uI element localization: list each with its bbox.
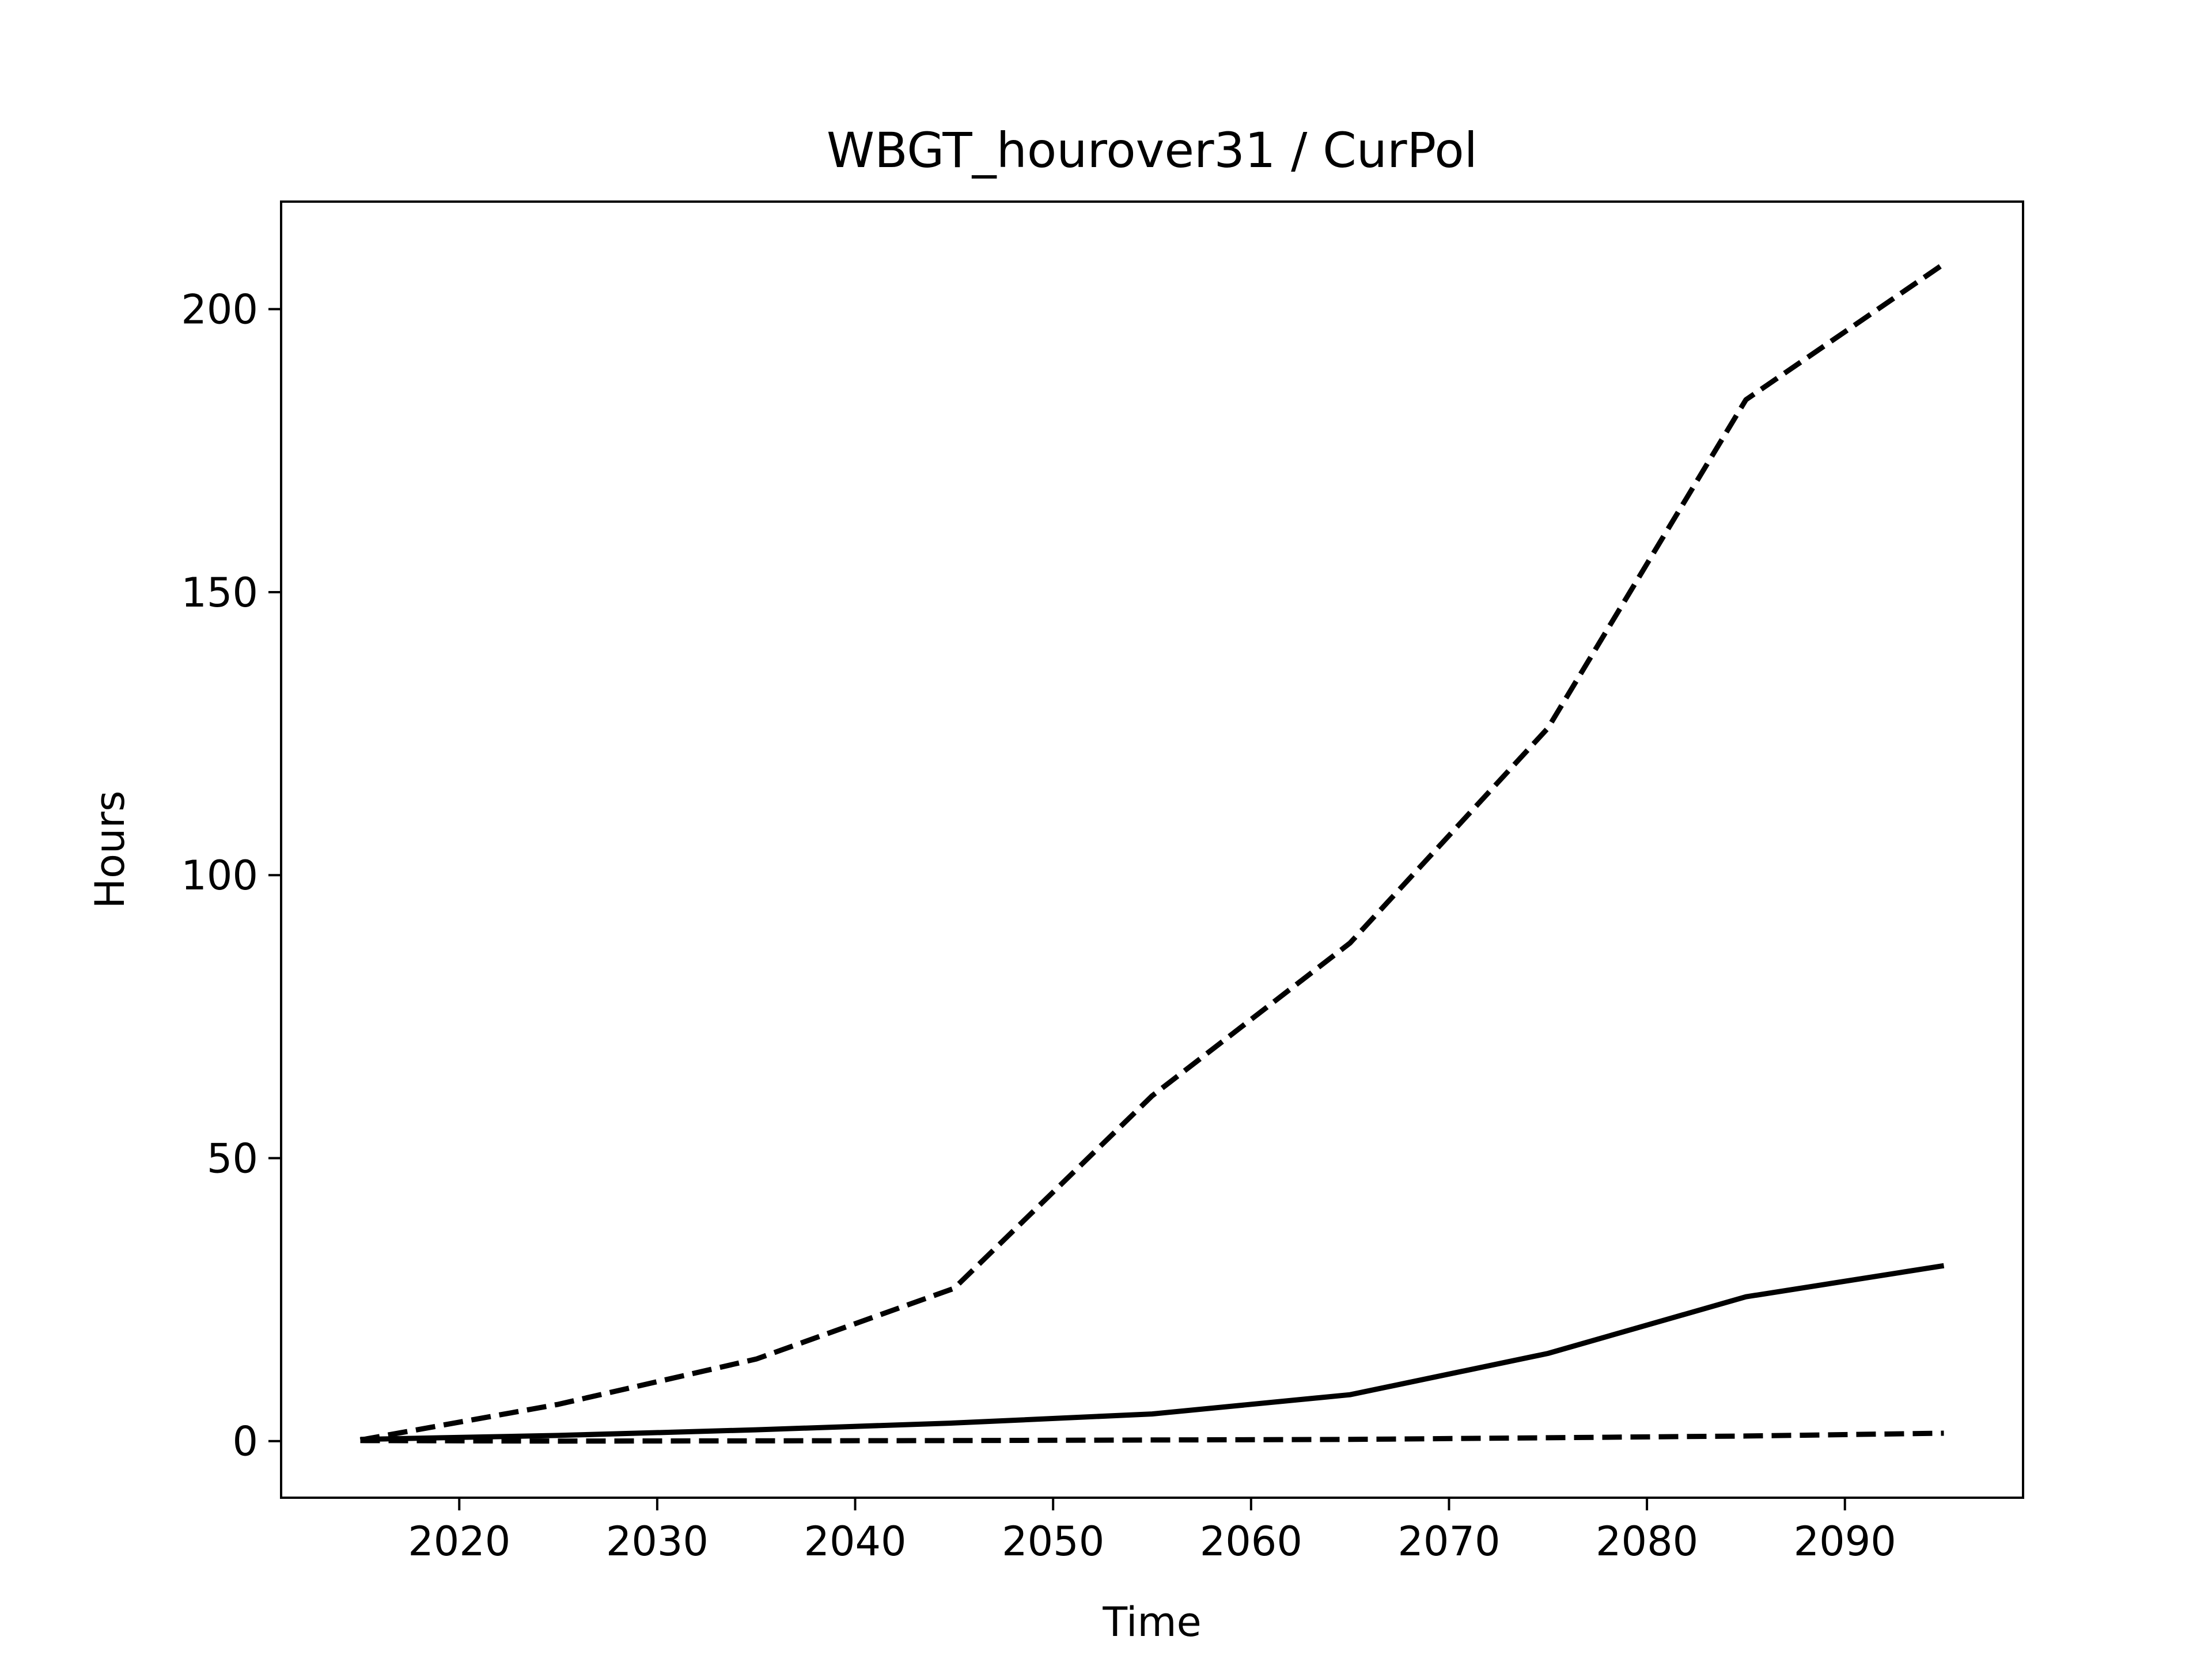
x-tick-label: 2020 bbox=[408, 1518, 510, 1565]
y-axis: 0 50 100 150 200 bbox=[181, 286, 281, 1465]
x-tick-label: 2070 bbox=[1397, 1518, 1500, 1565]
plot-frame bbox=[280, 200, 2024, 1499]
x-tick-label: 2090 bbox=[1794, 1518, 1896, 1565]
y-tick-label: 100 bbox=[181, 852, 258, 899]
x-tick-label: 2040 bbox=[804, 1518, 906, 1565]
y-axis-label: Hours bbox=[86, 790, 134, 908]
y-tick-label: 150 bbox=[181, 569, 258, 616]
x-tick-label: 2060 bbox=[1200, 1518, 1302, 1565]
x-tick-label: 2050 bbox=[1002, 1518, 1104, 1565]
y-tick-label: 200 bbox=[181, 286, 258, 334]
series-line-2 bbox=[360, 1263, 1945, 1442]
x-axis-label: Time bbox=[1102, 1599, 1201, 1646]
series-line-3 bbox=[360, 1430, 1944, 1444]
x-tick-label: 2030 bbox=[606, 1518, 709, 1565]
chart-title: WBGT_hourover31 / CurPol bbox=[827, 122, 1478, 179]
series-layer bbox=[359, 262, 1946, 1444]
y-tick-label: 50 bbox=[207, 1135, 258, 1182]
x-axis: 2020 2030 2040 2050 2060 2070 2080 2090 bbox=[408, 1498, 1896, 1565]
x-tick-label: 2080 bbox=[1596, 1518, 1698, 1565]
series-line-1 bbox=[359, 262, 1946, 1443]
y-tick-label: 0 bbox=[232, 1418, 258, 1465]
